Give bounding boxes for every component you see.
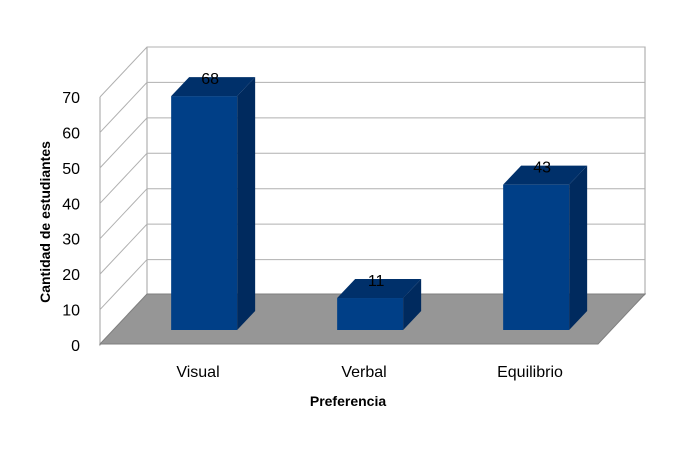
- y-tick-label: 0: [71, 338, 80, 355]
- gridline: [99, 81, 645, 133]
- gridline: [99, 223, 645, 275]
- bar-visual: [171, 77, 256, 330]
- y-axis-ticks: 0 10 20 30 40 50 60 70: [62, 90, 80, 355]
- data-label: 11: [368, 273, 385, 290]
- x-axis-categories: Visual Verbal Equilibrio: [176, 364, 563, 381]
- y-tick-label: 70: [62, 90, 80, 107]
- bar-top: [337, 279, 422, 299]
- bar-equilibrio: [503, 165, 588, 330]
- x-category-label: Equilibrio: [497, 364, 563, 381]
- bars: [171, 77, 588, 330]
- y-axis-title: Cantidad de estudiantes: [37, 141, 53, 303]
- data-labels: 68 11 43: [201, 71, 551, 290]
- x-category-label: Verbal: [341, 364, 386, 381]
- gridline: [99, 46, 645, 98]
- bar-top: [171, 77, 256, 97]
- data-label: 43: [533, 160, 551, 177]
- bar-front: [171, 96, 238, 330]
- bar-verbal: [337, 279, 422, 330]
- bar-side: [403, 279, 422, 330]
- gridline: [99, 188, 645, 240]
- bar-side: [569, 165, 588, 330]
- x-axis-title: Preferencia: [310, 393, 386, 409]
- bar-front: [503, 184, 570, 330]
- gridline: [99, 117, 645, 169]
- y-tick-label: 10: [62, 303, 80, 320]
- bar-top: [503, 165, 588, 185]
- y-tick-label: 30: [62, 232, 80, 249]
- bar-front: [337, 298, 404, 330]
- y-tick-label: 60: [62, 125, 80, 142]
- bar-side: [237, 77, 256, 330]
- gridline: [99, 152, 645, 204]
- x-category-label: Visual: [176, 364, 219, 381]
- data-label: 68: [201, 71, 219, 88]
- y-tick-label: 50: [62, 161, 80, 178]
- y-tick-label: 20: [62, 267, 80, 284]
- gridline: [99, 259, 645, 310]
- y-tick-label: 40: [62, 196, 80, 213]
